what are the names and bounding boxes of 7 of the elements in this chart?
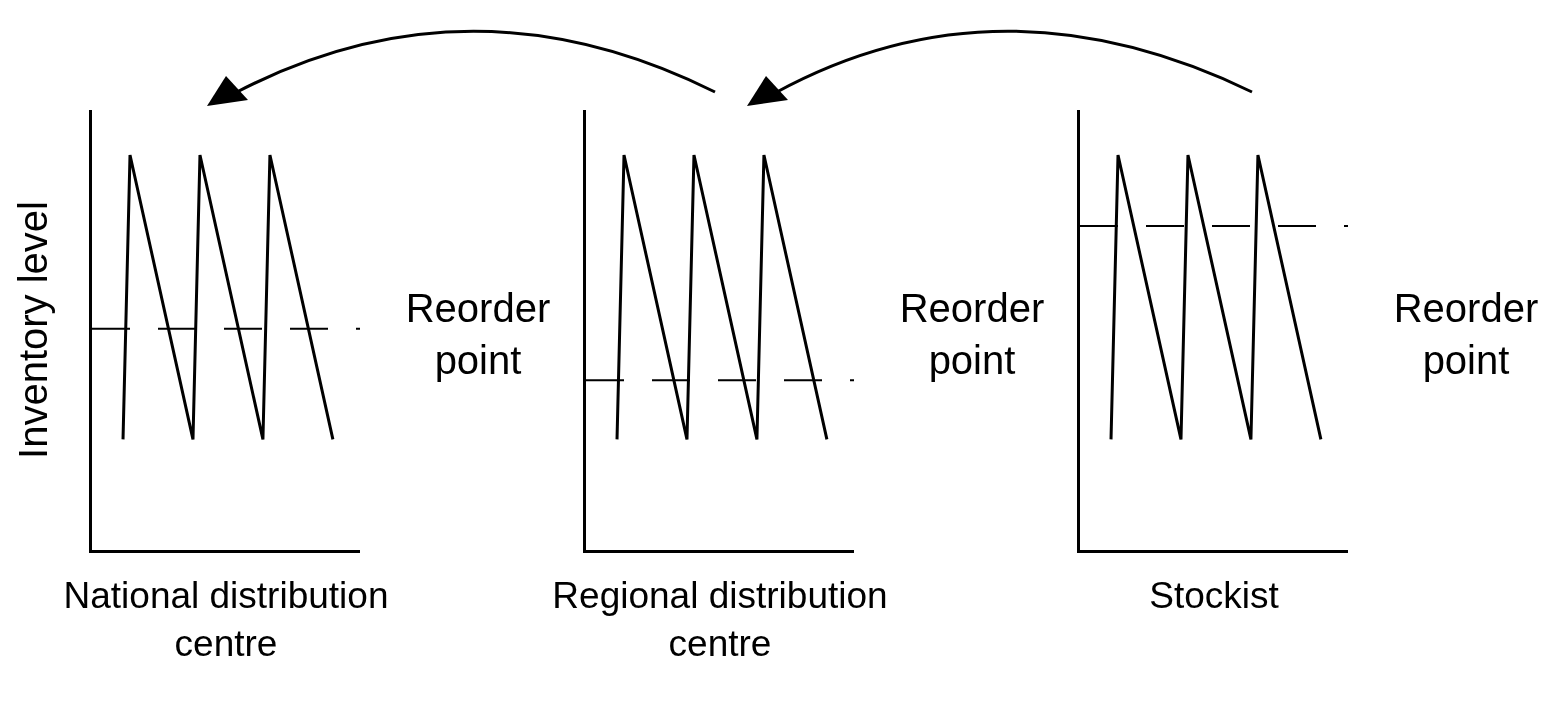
ref-line-label: Reorder point: [405, 286, 551, 382]
x-axis-title: National distribution centre: [63, 574, 389, 664]
y-axis-title: Inventory level: [10, 201, 55, 459]
ref-line-label: Reorder point: [1393, 286, 1539, 382]
x-axis-title: Regional distribution centre: [552, 574, 888, 664]
ref-line-label: Reorder point: [899, 286, 1045, 382]
x-axis-title: Stockist: [1149, 574, 1280, 616]
